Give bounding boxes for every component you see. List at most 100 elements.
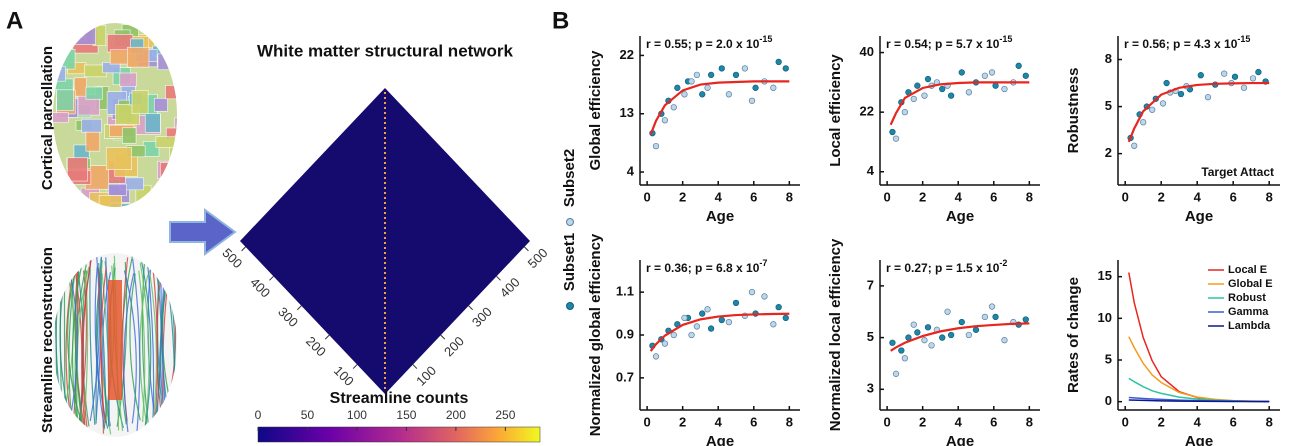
fiber [123, 270, 137, 424]
annotation-text: r = 0.27; p = 1.5 x 10 [886, 261, 1000, 275]
point [924, 324, 932, 331]
fiber [98, 263, 107, 424]
fiber [148, 270, 158, 422]
fiber [138, 270, 146, 423]
point [670, 104, 677, 111]
x-axis-label: Age [1185, 208, 1213, 225]
patch [170, 183, 177, 203]
x-tick-label: 8 [786, 189, 793, 204]
y-tick-label: 7 [867, 277, 874, 292]
point [681, 314, 688, 322]
point [944, 308, 951, 315]
point [704, 84, 711, 91]
fiber [63, 260, 66, 428]
y-axis-label: Normalized local efficiency [827, 238, 844, 431]
point [775, 58, 782, 66]
side-label: Streamline reconstruction [39, 247, 56, 433]
x-tick-label: 4 [715, 414, 723, 429]
patch [84, 201, 98, 207]
patch [155, 136, 176, 148]
point [699, 310, 706, 317]
point [1131, 142, 1138, 149]
point [1231, 73, 1239, 80]
fiber [67, 274, 82, 422]
chart-title: White matter structural network [257, 41, 514, 60]
colorbar-tick-label: 100 [347, 408, 367, 422]
point [725, 91, 733, 98]
x-tick-label: 6 [1230, 414, 1237, 429]
point [965, 89, 973, 96]
point [741, 65, 749, 72]
annotation-text: r = 0.55; p = 2.0 x 10 [646, 37, 760, 51]
point [699, 91, 706, 98]
tick-label: 100 [331, 363, 357, 389]
y-tick-label: 1.1 [616, 284, 634, 299]
x-tick-label: 2 [679, 189, 686, 204]
tick-mark [440, 334, 446, 340]
patch [131, 90, 149, 115]
point [901, 109, 909, 116]
y-tick-label: 22 [620, 47, 634, 62]
legend-marker [566, 218, 574, 226]
point [1249, 75, 1257, 82]
fiber [94, 266, 106, 429]
patch [71, 23, 96, 45]
tick-mark [324, 334, 330, 340]
patch [119, 72, 137, 87]
point [928, 342, 935, 349]
tick-mark [468, 305, 474, 311]
legend-label: Robust [1228, 292, 1266, 304]
tick-label: 400 [497, 275, 523, 301]
matrix [240, 88, 530, 394]
patch [127, 46, 150, 68]
x-axis-label: Age [946, 208, 974, 225]
patch [165, 85, 177, 100]
colorbar-tick-label: 150 [396, 408, 416, 422]
patch [85, 86, 103, 100]
patch [122, 127, 137, 144]
point [1197, 72, 1204, 79]
x-tick-label: 4 [1194, 414, 1202, 429]
patch [109, 49, 130, 65]
x-tick-label: 8 [1026, 414, 1033, 429]
y-tick-label: 13 [620, 105, 634, 120]
point [704, 306, 711, 313]
patch [53, 49, 76, 70]
fiber [139, 262, 150, 431]
point [1015, 62, 1022, 69]
point [910, 321, 917, 328]
x-tick-label: 6 [990, 414, 997, 429]
patch [85, 130, 101, 152]
point [988, 303, 996, 310]
point [732, 299, 740, 307]
y-tick-label: 5 [1105, 98, 1112, 113]
x-tick-label: 8 [1266, 189, 1273, 204]
annotation-exponent: -7 [759, 258, 767, 268]
line [1127, 81, 1270, 143]
annotation-text: r = 0.36; p = 6.8 x 10 [646, 261, 760, 275]
y-tick-label: 0.7 [616, 369, 634, 384]
point [1022, 316, 1029, 323]
patch [56, 86, 74, 111]
point [775, 303, 782, 311]
tick-label: 300 [275, 304, 301, 330]
y-tick-label: 8 [1105, 51, 1112, 66]
point [748, 97, 756, 104]
fiber [89, 257, 100, 422]
annotation: r = 0.54; p = 5.7 x 10-15 [886, 34, 1012, 51]
patch [159, 162, 177, 186]
point [958, 69, 965, 76]
point [947, 92, 955, 99]
x-tick-label: 2 [919, 189, 926, 204]
point [1001, 337, 1008, 344]
point [652, 353, 660, 360]
annotation: Target Attact [1201, 165, 1274, 179]
point [1159, 100, 1167, 107]
point [782, 314, 789, 322]
arrow [169, 208, 237, 256]
annotation: r = 0.56; p = 4.3 x 10-15 [1124, 34, 1250, 51]
x-tick-label: 2 [1158, 189, 1165, 204]
x-tick-label: 8 [1266, 414, 1273, 429]
y-axis-label: Rates of change [1065, 277, 1082, 393]
